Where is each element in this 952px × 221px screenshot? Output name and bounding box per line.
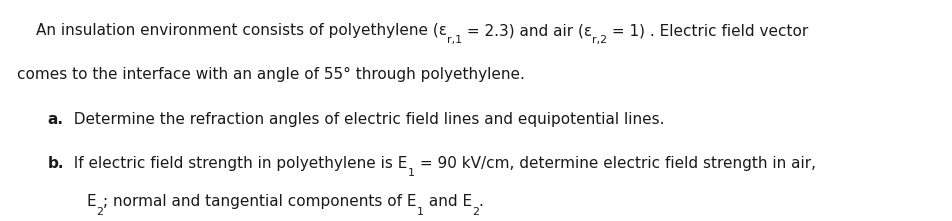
- Text: Determine the refraction angles of electric field lines and equipotential lines.: Determine the refraction angles of elect…: [64, 112, 664, 127]
- Text: = 1) . Electric field vector: = 1) . Electric field vector: [606, 23, 808, 38]
- Text: .: .: [478, 194, 483, 210]
- Text: a.: a.: [48, 112, 64, 127]
- Text: r,1: r,1: [446, 35, 462, 45]
- Text: An insulation environment consists of polyethylene (ε: An insulation environment consists of po…: [36, 23, 446, 38]
- Text: r,2: r,2: [592, 35, 606, 45]
- Text: 1: 1: [416, 207, 424, 217]
- Text: E: E: [87, 194, 96, 210]
- Text: b.: b.: [48, 156, 64, 171]
- Text: comes to the interface with an angle of 55° through polyethylene.: comes to the interface with an angle of …: [17, 67, 525, 82]
- Text: 2: 2: [96, 207, 103, 217]
- Text: 1: 1: [407, 168, 414, 178]
- Text: 2: 2: [471, 207, 478, 217]
- Text: = 90 kV/cm, determine electric field strength in air,: = 90 kV/cm, determine electric field str…: [414, 156, 815, 171]
- Text: If electric field strength in polyethylene is E: If electric field strength in polyethyle…: [64, 156, 407, 171]
- Text: and E: and E: [424, 194, 471, 210]
- Text: ; normal and tangential components of E: ; normal and tangential components of E: [103, 194, 416, 210]
- Text: = 2.3) and air (ε: = 2.3) and air (ε: [462, 23, 592, 38]
